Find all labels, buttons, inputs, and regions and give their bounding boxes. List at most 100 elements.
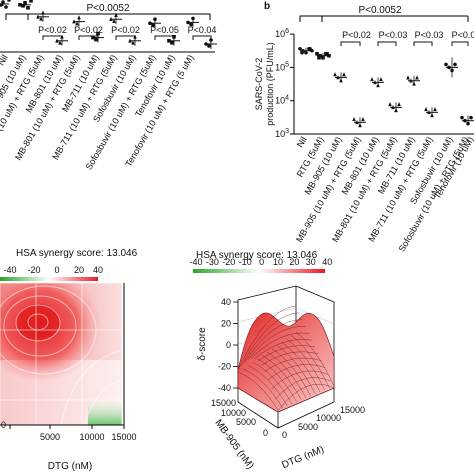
bottom-right-scale-ticks: -40 -30 -20 -10 0 10 20 30 40 <box>189 257 332 267</box>
data-point <box>7 0 11 2</box>
data-point <box>453 62 457 67</box>
y-tick-label: 105 <box>275 61 289 72</box>
mesh-line <box>251 332 309 359</box>
sig-label: P<0.02 <box>38 25 67 35</box>
z-tick-label: 0 <box>226 340 231 350</box>
scale-tick-label: 40 <box>322 257 332 267</box>
top-right-sig-brackets: P<0.02 P<0.03 P<0.03 P<0.02 <box>340 30 474 46</box>
sig-bracket <box>451 41 469 46</box>
data-point <box>370 77 374 82</box>
data-point <box>469 115 473 120</box>
y-tick-label: 5000 <box>236 417 256 427</box>
surface-x-label: DTG (nM) <box>280 444 325 471</box>
data-point <box>315 51 319 56</box>
mesh-line <box>281 341 321 393</box>
sig-label: P<0.02 <box>111 25 140 35</box>
y-tick-label: 106 <box>275 28 289 39</box>
category-label: Nil <box>0 53 10 67</box>
x-tick-label: 15000 <box>340 405 365 415</box>
data-point <box>207 44 211 48</box>
bottom-right-color-scale <box>193 269 325 273</box>
data-point <box>406 75 410 80</box>
mesh-line <box>295 331 335 387</box>
data-point <box>388 102 392 107</box>
data-point <box>444 62 448 67</box>
data-point <box>433 107 437 112</box>
mesh-line <box>271 370 328 390</box>
sig-label: P<0.02 <box>74 25 103 35</box>
data-point <box>112 18 116 23</box>
heatmap-x-ticks: 5000 10000 15000 <box>9 425 137 442</box>
x-tick-label: 10000 <box>79 432 104 442</box>
sig-label: P<0.03 <box>379 30 408 40</box>
x-tick-label: 15000 <box>111 432 136 442</box>
y-tick-label: 10000 <box>221 408 246 418</box>
data-point <box>397 102 401 107</box>
scale-tick-label: -30 <box>206 257 219 267</box>
data-point <box>189 22 193 27</box>
top-right-bracket-label: P<0.0052 <box>358 5 402 16</box>
mesh-line <box>277 384 335 411</box>
mesh-line <box>257 358 297 403</box>
scale-tick-label: 0 <box>259 257 264 267</box>
data-point <box>58 40 62 45</box>
data-point <box>4 5 8 9</box>
mesh-line <box>237 371 279 411</box>
data-point <box>94 37 98 42</box>
z-tick-label: -40 <box>218 383 231 393</box>
top-left-panel: P<0.0052 P<0.02 P<0.02 P<0.02 P<0.05 P<0.04 … <box>0 0 217 172</box>
data-point <box>460 115 464 120</box>
top-right-y-label: SARS-CoV-2production (PFU/mL) <box>254 42 275 126</box>
top-right-y-ticks: 106 105 104 103 <box>275 28 294 139</box>
data-point <box>317 55 321 60</box>
bottom-left-scale-ticks: -40 -20 0 20 40 <box>3 265 103 275</box>
x-tick-label: 5000 <box>40 432 60 442</box>
heatmap-core <box>16 304 60 340</box>
mesh-line <box>252 361 293 405</box>
data-point <box>333 72 337 77</box>
sig-bracket <box>192 35 212 40</box>
mesh-line <box>266 351 307 399</box>
surface-z-ticks: 40 20 0 -20 -40 <box>218 297 238 393</box>
bottom-right-title: HSA synergy score: 13.046 <box>196 250 318 261</box>
scale-tick-label: -10 <box>239 257 252 267</box>
mesh-line <box>242 368 283 409</box>
y-tick-label: 15000 <box>211 398 236 408</box>
sig-bracket <box>42 35 63 40</box>
data-point <box>325 51 329 56</box>
data-point <box>342 72 346 77</box>
top-right-overall-bracket <box>299 15 468 22</box>
surface-mesh-lines <box>237 305 335 411</box>
data-point <box>379 77 383 82</box>
z-tick-label: 20 <box>221 319 231 329</box>
surface-mesh <box>237 305 335 413</box>
x-tick-label: 5000 <box>298 422 318 432</box>
scale-tick-label: -20 <box>222 257 235 267</box>
panel-label-b: b <box>264 1 270 12</box>
x-tick-label: 0 <box>282 430 287 440</box>
z-tick-label: -20 <box>218 362 231 372</box>
z-tick-label: 40 <box>221 297 231 307</box>
sig-bracket <box>413 41 433 46</box>
mesh-line <box>247 365 288 407</box>
scale-tick-label: 30 <box>306 257 316 267</box>
data-point <box>29 0 33 3</box>
data-point <box>170 41 174 45</box>
data-point <box>298 46 302 51</box>
data-point <box>424 107 428 112</box>
mesh-line <box>241 312 300 366</box>
heatmap-partial-ytick: 0 <box>1 420 6 430</box>
data-point <box>415 75 419 80</box>
sig-bracket <box>340 41 361 46</box>
mesh-line <box>276 345 316 395</box>
mesh-line <box>286 338 325 391</box>
bottom-left-panel: HSA synergy score: 13.046 -40 -20 0 20 40 <box>0 248 138 472</box>
heatmap-x-label: DTG (nM) <box>48 461 92 472</box>
top-left-bracket-label: P<0.0052 <box>86 3 130 14</box>
top-right-points <box>298 46 474 128</box>
scale-tick-label: -40 <box>3 265 16 275</box>
